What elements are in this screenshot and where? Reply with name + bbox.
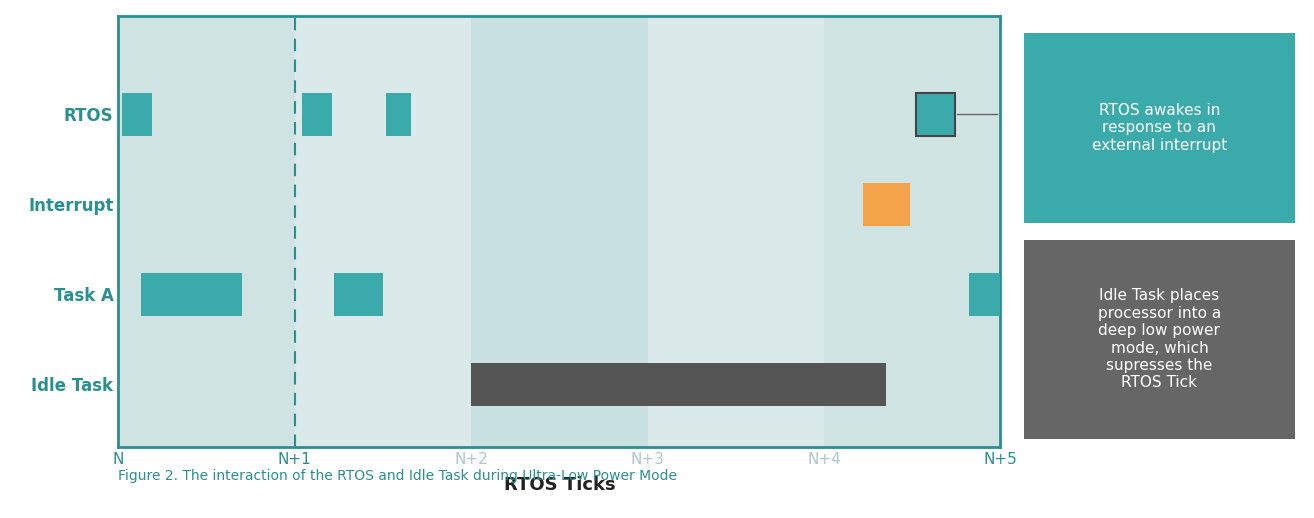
FancyBboxPatch shape	[1024, 240, 1296, 439]
Bar	[648, 16, 824, 448]
FancyBboxPatch shape	[1024, 33, 1296, 223]
Bar	[141, 273, 242, 316]
X-axis label: RTOS Ticks: RTOS Ticks	[503, 476, 615, 494]
Text: Idle Task places
processor into a
deep low power
mode, which
supresses the
RTOS : Idle Task places processor into a deep l…	[1097, 289, 1221, 391]
Bar	[334, 273, 382, 316]
Bar	[122, 93, 152, 136]
Bar	[824, 16, 1000, 448]
Text: RTOS awakes in
response to an
external interrupt: RTOS awakes in response to an external i…	[1092, 103, 1227, 153]
Bar	[294, 16, 472, 448]
Text: Figure 2. The interaction of the RTOS and Idle Task during Ultra-Low Power Mode: Figure 2. The interaction of the RTOS an…	[118, 469, 677, 483]
Bar	[968, 273, 1000, 316]
Bar	[386, 93, 411, 136]
Bar	[863, 183, 911, 226]
Bar	[916, 93, 954, 136]
Bar	[118, 16, 294, 448]
Bar	[302, 93, 331, 136]
Bar	[472, 363, 886, 406]
Bar	[472, 16, 648, 448]
